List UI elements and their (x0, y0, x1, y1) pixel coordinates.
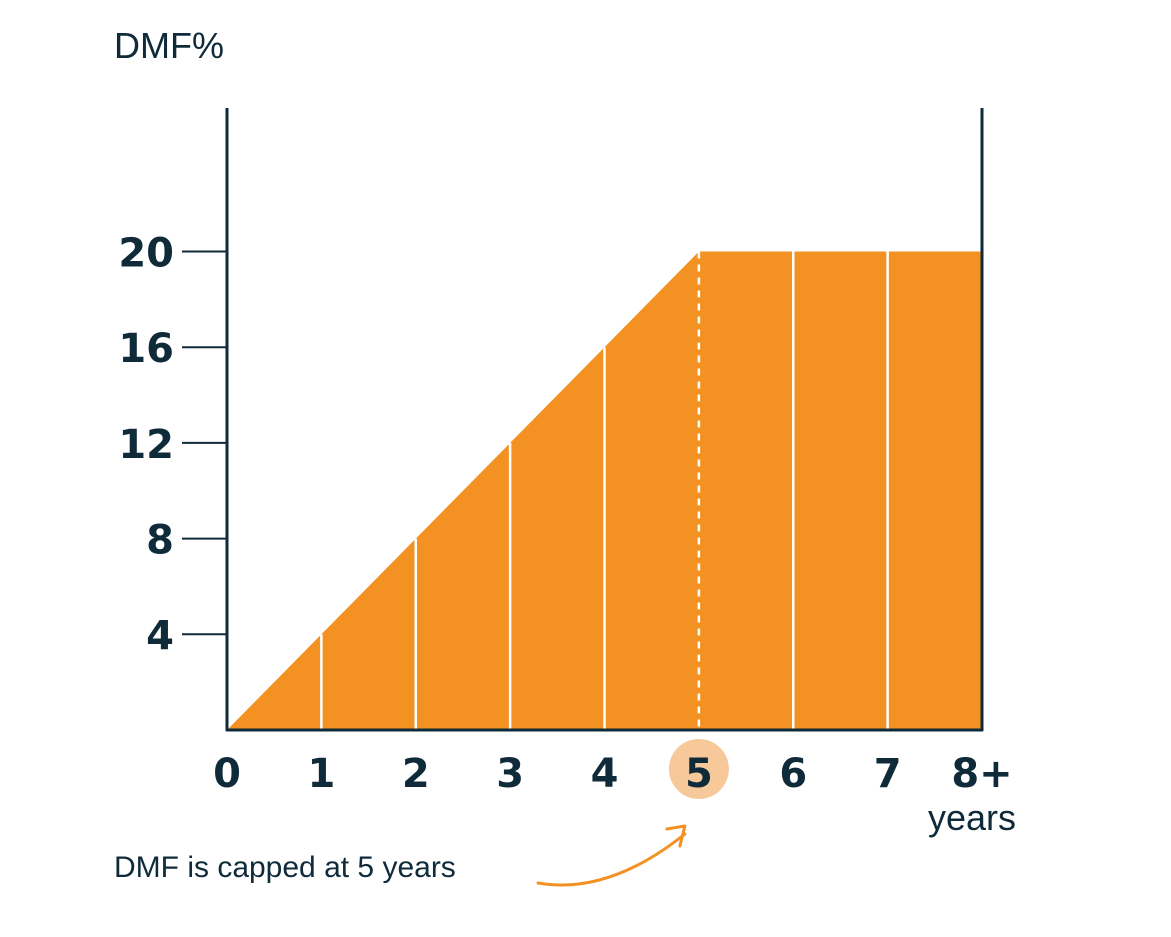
axis-layer (225, 108, 984, 732)
x-tick-label-6: 6 (779, 751, 807, 797)
annotation-arrow (536, 824, 687, 887)
y-tick-label-20: 20 (118, 231, 174, 277)
y-axis-label: DMF% (114, 25, 224, 66)
y-tick-label-12: 12 (118, 422, 174, 468)
arrow-head (665, 824, 687, 848)
arrow-curve (536, 832, 687, 887)
y-tick-label-4: 4 (146, 613, 174, 659)
y-tick-layer: 4 8 12 16 20 (118, 231, 227, 659)
y-tick-label-8: 8 (146, 518, 174, 564)
x-tick-label-7: 7 (874, 751, 902, 797)
divider-layer (320, 251, 889, 730)
x-axis-label: years (928, 797, 1016, 838)
annotation-text: DMF is capped at 5 years (114, 851, 456, 884)
x-tick-label-4: 4 (591, 751, 619, 797)
x-tick-label-3: 3 (496, 751, 524, 797)
x-tick-label-8: 8+ (951, 751, 1012, 797)
x-tick-layer: 0 1 2 3 4 5 6 7 8+ (213, 739, 1013, 799)
x-tick-label-5: 5 (685, 751, 713, 797)
x-tick-label-0: 0 (213, 751, 241, 797)
y-tick-label-16: 16 (118, 326, 174, 372)
x-tick-label-1: 1 (307, 751, 335, 797)
x-tick-label-2: 2 (402, 751, 430, 797)
highlight-circle (668, 739, 729, 799)
